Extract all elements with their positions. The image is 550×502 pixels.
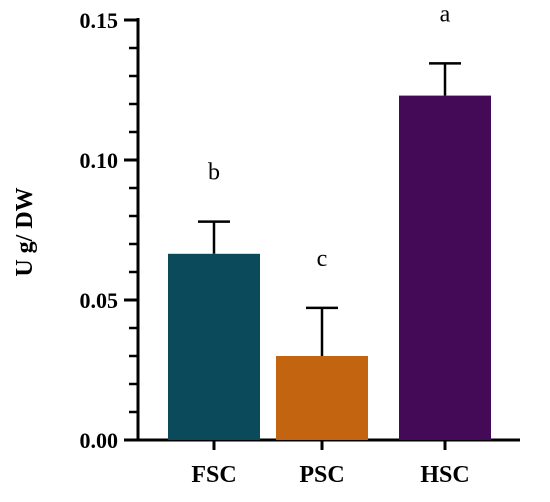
- bar-hsc: [399, 95, 491, 440]
- y-tick-label: 0.10: [80, 148, 119, 173]
- x-axis: FSC PSC HSC: [136, 438, 520, 488]
- y-tick-label: 0.15: [80, 8, 119, 33]
- y-axis-title: U g/ DW: [12, 187, 38, 276]
- significance-label-hsc: a: [440, 1, 451, 27]
- x-tick-label-hsc: HSC: [420, 462, 469, 488]
- significance-label-psc: c: [317, 246, 328, 272]
- bar-psc: [276, 356, 368, 440]
- x-tick-label-fsc: FSC: [191, 462, 236, 488]
- y-tick-label: 0.00: [80, 428, 119, 453]
- bars: b c a: [168, 1, 491, 440]
- significance-label-fsc: b: [208, 160, 220, 186]
- y-tick-label: 0.05: [80, 288, 119, 313]
- y-axis: 0.00 0.05 0.10 0.15: [80, 8, 140, 453]
- bar-fsc: [168, 253, 260, 440]
- x-tick-label-psc: PSC: [299, 462, 344, 488]
